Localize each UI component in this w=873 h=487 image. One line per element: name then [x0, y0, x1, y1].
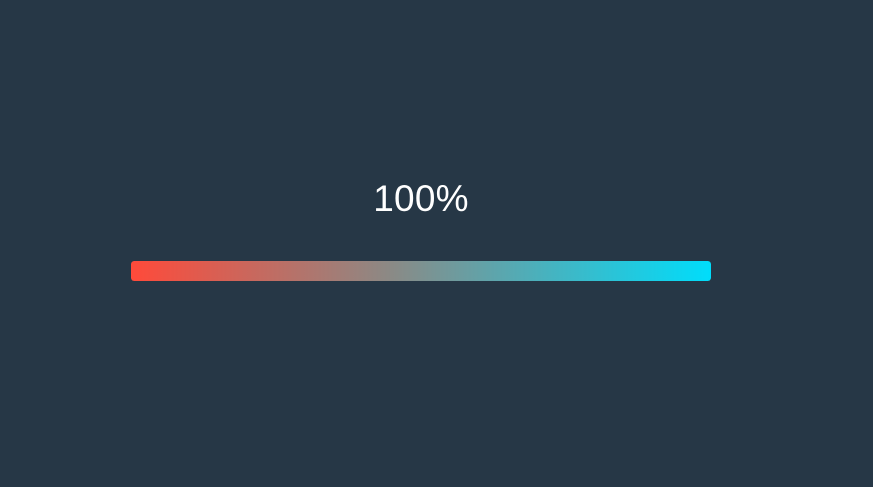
progress-percent-label: 100%: [373, 178, 469, 219]
progress-bar-track: [131, 261, 711, 281]
progress-bar-fill: [131, 261, 711, 281]
